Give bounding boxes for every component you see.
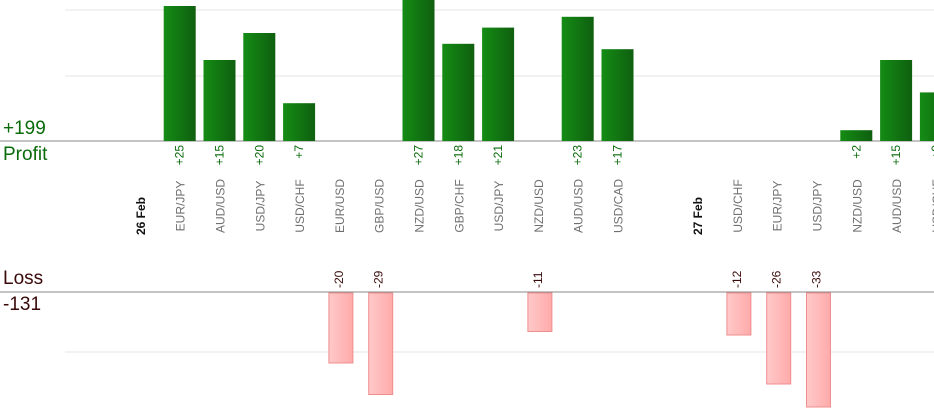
loss-bar [726, 292, 752, 336]
category-label: USD/JPY [253, 181, 267, 232]
loss-total: -131 [3, 294, 42, 315]
profit-value-label: +7 [292, 145, 306, 159]
loss-bar [527, 292, 553, 332]
loss-bar [368, 292, 394, 395]
profit-bar [601, 49, 634, 142]
loss-value-label: -20 [332, 270, 346, 288]
profit-value-label: +20 [252, 145, 266, 166]
category-label: USD/CHF [930, 179, 934, 232]
profit-bar [163, 6, 196, 141]
category-label: NZD/USD [850, 179, 864, 233]
date-label: 26 Feb [134, 197, 148, 235]
loss-value-label: -33 [810, 270, 824, 288]
category-label: USD/JPY [492, 181, 506, 232]
profit-value-label: +9 [929, 145, 934, 159]
category-label: AUD/USD [214, 179, 228, 233]
profit-value-label: +15 [889, 145, 903, 166]
category-label: NZD/USD [413, 179, 427, 233]
loss-bar [806, 292, 831, 408]
category-label: GBP/USD [373, 179, 387, 233]
profit-bar [203, 60, 236, 141]
profit-total: +199 [3, 118, 46, 139]
loss-value-label: -29 [372, 270, 386, 288]
profit-value-label: +27 [412, 145, 426, 166]
loss-label: Loss [3, 268, 44, 289]
category-label: NZD/USD [532, 179, 546, 233]
profit-bar [561, 16, 594, 141]
category-label: EUR/JPY [771, 181, 785, 232]
category-label: USD/JPY [811, 181, 825, 232]
profit-value-label: +21 [491, 145, 505, 166]
profit-value-label: +2 [849, 145, 863, 159]
profit-value-label: +25 [173, 145, 187, 166]
profit-bar [840, 130, 873, 141]
loss-bar [328, 292, 354, 364]
category-label: USD/CHF [293, 179, 307, 232]
category-label: AUD/USD [890, 179, 904, 233]
profit-label: Profit [3, 144, 48, 165]
profit-bar [283, 103, 316, 141]
category-label: EUR/USD [333, 179, 347, 233]
category-label: EUR/JPY [174, 181, 188, 232]
category-label: USD/CHF [731, 179, 745, 232]
profit-value-label: +15 [213, 145, 227, 166]
profit-value-label: +23 [571, 145, 585, 166]
profit-bar [243, 33, 276, 141]
profit-bar [402, 0, 435, 141]
loss-value-label: -12 [730, 270, 744, 288]
profit-value-label: +17 [611, 145, 625, 166]
profit-bar [880, 60, 913, 141]
category-label: USD/CAD [612, 179, 626, 233]
loss-value-label: -26 [770, 270, 784, 288]
bars [163, 0, 934, 408]
profit-bar [442, 43, 475, 141]
labels: 26 Feb EUR/JPY +25 AUD/USD +15 USD/JPY +20 USD/… [134, 145, 934, 288]
profit-bar [482, 27, 515, 142]
loss-value-label: -11 [531, 271, 545, 288]
category-label: GBP/CHF [452, 179, 466, 232]
loss-bar [766, 292, 792, 385]
profit-bar [919, 92, 934, 141]
date-label: 27 Feb [691, 197, 705, 235]
profit-value-label: +18 [451, 145, 465, 166]
category-label: AUD/USD [572, 179, 586, 233]
